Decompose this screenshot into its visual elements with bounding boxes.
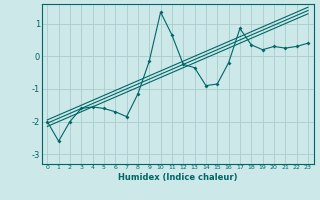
X-axis label: Humidex (Indice chaleur): Humidex (Indice chaleur) xyxy=(118,173,237,182)
